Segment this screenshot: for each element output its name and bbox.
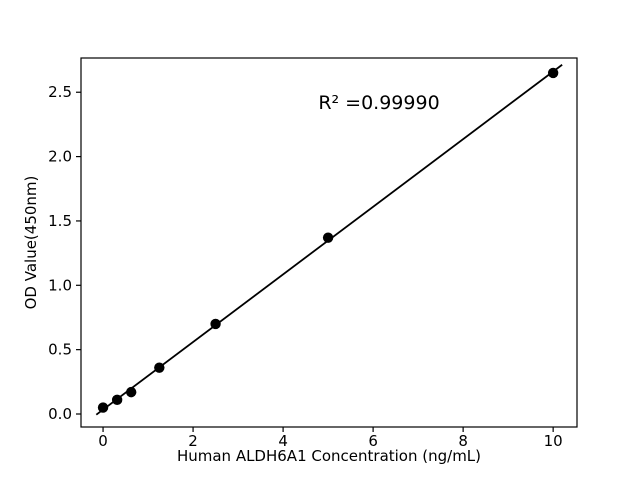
x-axis-label: Human ALDH6A1 Concentration (ng/mL) bbox=[177, 447, 481, 465]
y-tick-label: 2.5 bbox=[48, 83, 72, 101]
data-point bbox=[322, 232, 334, 243]
x-tick-label: 8 bbox=[458, 432, 468, 450]
y-tick-label: 2.0 bbox=[48, 148, 72, 166]
data-point bbox=[547, 67, 559, 79]
data-point bbox=[154, 362, 165, 373]
y-tick-label: 1.5 bbox=[48, 212, 72, 230]
data-point bbox=[125, 386, 137, 398]
x-tick-label: 4 bbox=[278, 432, 288, 450]
y-axis-label: OD Value(450nm) bbox=[22, 176, 40, 310]
data-point bbox=[210, 318, 221, 330]
y-tick-label: 1.0 bbox=[48, 276, 72, 294]
data-point bbox=[97, 402, 109, 413]
y-tick-label: 0.5 bbox=[48, 341, 72, 359]
x-tick-label: 10 bbox=[544, 432, 563, 450]
x-tick-label: 6 bbox=[368, 432, 378, 450]
x-tick-label: 0 bbox=[98, 432, 108, 450]
plot-area: 0 2 4 6 8 10 0.0 0.5 1.0 1.5 2.0 2.5 bbox=[48, 57, 578, 450]
y-tick-label: 0.0 bbox=[48, 405, 72, 423]
x-tick-label: 2 bbox=[188, 432, 198, 450]
plot-frame bbox=[80, 57, 578, 428]
data-point bbox=[111, 394, 123, 406]
r-squared-annotation: R² =0.99990 bbox=[318, 92, 439, 114]
